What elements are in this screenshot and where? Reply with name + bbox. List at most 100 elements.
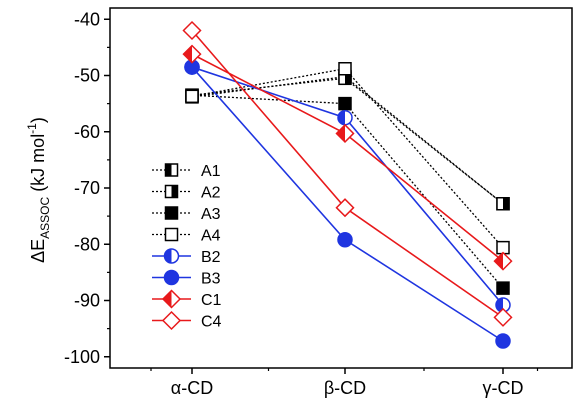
series-markers-A4 [185, 62, 510, 255]
legend-marker-B2 [163, 248, 180, 264]
legend-marker-A3-outline [164, 206, 179, 220]
marker-B3-β-CD-outline [337, 232, 353, 248]
legend-label-C1: C1 [201, 292, 222, 309]
legend-marker-C1-half [163, 290, 172, 308]
marker-A3-β-CD-fill [339, 97, 351, 110]
marker-A3-β-CD [338, 96, 352, 111]
y-tick-label: -60 [74, 122, 100, 142]
series-layer [182, 20, 513, 349]
legend-marker-A2 [164, 184, 179, 199]
y-axis-label-prefix: ΔE [28, 239, 48, 263]
marker-C1-α-CD-outline [182, 44, 202, 64]
legend-marker-B2-outline [163, 248, 180, 264]
marker-A3-γ-CD [496, 281, 510, 295]
y-axis-label-unit-close: ) [28, 117, 48, 123]
legend-marker-A4-outline [164, 227, 179, 242]
marker-B3-β-CD [337, 232, 353, 248]
marker-B3-γ-CD [495, 333, 511, 349]
marker-A4-α-CD [185, 89, 199, 104]
legend-label-C4: C4 [201, 314, 222, 331]
marker-A2-γ-CD-outline [496, 197, 510, 211]
legend-label-A3: A3 [201, 206, 221, 223]
legend-marker-B3-fill [164, 270, 179, 285]
marker-C1-γ-CD [493, 251, 513, 271]
marker-C1-β-CD [335, 123, 355, 143]
marker-B3-γ-CD-fill [496, 334, 510, 348]
legend-label-B3: B3 [201, 271, 221, 288]
legend-marker-A1 [164, 163, 179, 177]
y-axis-label-unit-sup: -1 [25, 123, 39, 134]
legend-marker-A3-fill [165, 207, 178, 219]
marker-C4-β-CD-outline [335, 198, 355, 218]
marker-A4-β-CD [338, 62, 352, 76]
marker-A4-α-CD-outline [185, 89, 199, 104]
marker-A4-β-CD-outline [338, 62, 352, 76]
legend-item-B3: B3 [152, 269, 221, 288]
legend-marker-C4 [161, 310, 182, 331]
x-tick-label: γ-CD [483, 378, 524, 398]
marker-B3-α-CD-fill [185, 60, 199, 75]
legend-marker-C1-outline [161, 289, 182, 309]
series-markers-C4 [182, 20, 513, 327]
y-axis-label-unit-open: (kJ mol [28, 134, 48, 197]
y-tick-label: -100 [64, 347, 100, 367]
marker-C1-γ-CD-outline [493, 251, 513, 271]
x-tick-label: α-CD [171, 378, 213, 398]
y-tick-label: -40 [74, 9, 100, 29]
y-tick-label: -70 [74, 178, 100, 198]
marker-C1-γ-CD-half [494, 252, 503, 270]
y-tick-label: -90 [74, 291, 100, 311]
legend-marker-A3 [164, 206, 179, 220]
marker-B3-β-CD-fill [338, 232, 352, 247]
marker-A3-β-CD-outline [338, 96, 352, 111]
marker-C1-β-CD-outline [335, 123, 355, 143]
marker-C1-α-CD-half [183, 45, 192, 63]
y-axis-label-subscript: ASSOC [38, 196, 52, 238]
marker-C4-γ-CD-outline [493, 307, 513, 327]
marker-A4-α-CD-bg [186, 90, 198, 103]
legend-marker-A2-outline [164, 184, 179, 199]
legend-marker-A1-half [165, 164, 172, 176]
legend-item-A3: A3 [152, 206, 221, 223]
marker-C4-α-CD-outline [182, 20, 202, 41]
marker-A3-γ-CD-fill [497, 282, 509, 295]
marker-A2-γ-CD-half [503, 197, 509, 210]
marker-C1-α-CD [182, 44, 202, 64]
axes: -40 -50 -60 -70 -80 -90 -100 α-CD β-CD γ-CD [64, 7, 573, 398]
legend-label-A2: A2 [201, 185, 221, 202]
legend: A1 A2 A3 A4 B2 B3 C1 C4 [152, 163, 222, 331]
legend-label-B2: B2 [201, 249, 221, 266]
x-tick-label: β-CD [324, 378, 366, 398]
series-markers-C1 [182, 44, 513, 271]
legend-marker-C1 [161, 289, 182, 309]
legend-item-C4: C4 [152, 310, 222, 331]
marker-A4-β-CD-bg [339, 62, 351, 75]
legend-label-A1: A1 [201, 163, 221, 180]
legend-item-A1: A1 [152, 163, 221, 180]
legend-item-C1: C1 [152, 289, 222, 309]
marker-A3-γ-CD-outline [496, 281, 510, 295]
y-axis-label: ΔEASSOC (kJ mol-1) [25, 117, 52, 263]
marker-C1-β-CD-half [336, 124, 345, 142]
marker-B2-β-CD [337, 109, 353, 126]
legend-marker-A2-half [171, 185, 178, 198]
marker-A2-β-CD-half [345, 72, 351, 85]
marker-A4-γ-CD-bg [497, 241, 509, 254]
legend-marker-C4-outline [161, 310, 182, 331]
series-markers-B3 [184, 59, 511, 349]
marker-C4-β-CD [335, 198, 355, 218]
legend-item-B2: B2 [152, 248, 221, 266]
legend-label-A4: A4 [201, 228, 221, 245]
legend-marker-A4 [164, 227, 179, 242]
marker-C4-γ-CD [493, 307, 513, 327]
marker-C4-α-CD [182, 20, 202, 41]
marker-A2-γ-CD [496, 197, 510, 211]
y-tick-label: -80 [74, 234, 100, 254]
legend-marker-B3 [163, 269, 180, 286]
legend-marker-A1-outline [164, 163, 179, 177]
legend-item-A4: A4 [152, 228, 221, 245]
legend-marker-A4-bg [165, 228, 178, 241]
marker-B3-γ-CD-outline [495, 333, 511, 349]
legend-marker-B3-outline [163, 269, 180, 286]
